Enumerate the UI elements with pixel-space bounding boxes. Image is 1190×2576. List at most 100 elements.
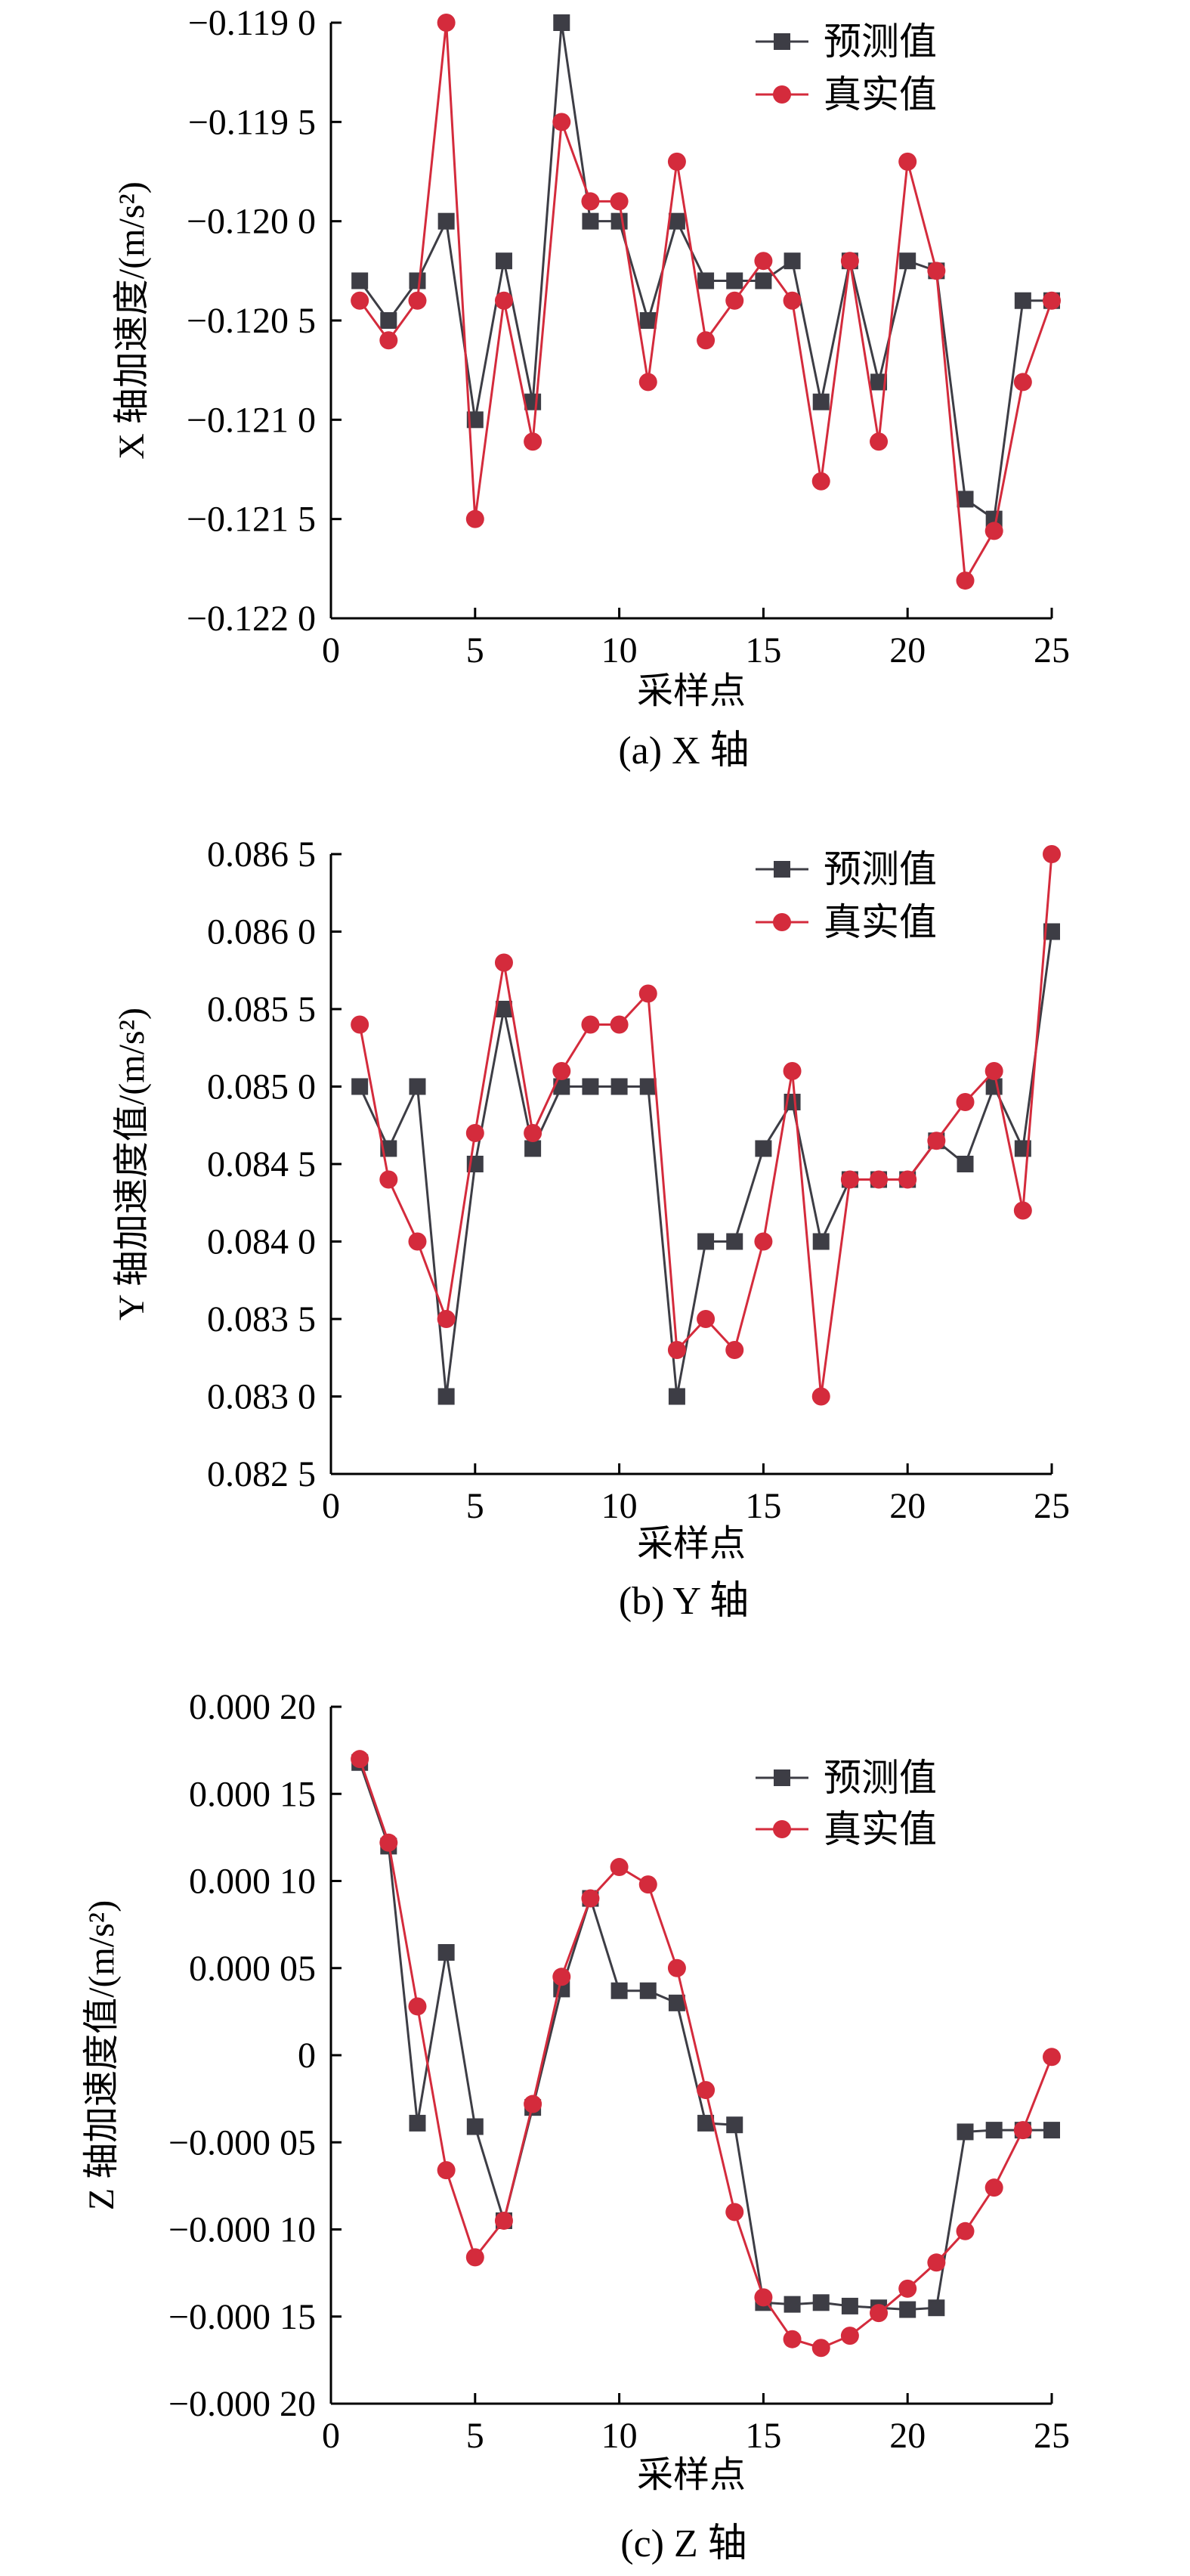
x-tick-label: 0 (322, 1486, 340, 1526)
panel-caption: (c) Z 轴 (620, 2522, 746, 2565)
y-tick-label: 0.083 0 (207, 1377, 316, 1417)
y-tick-label: −0.119 5 (188, 102, 316, 142)
actual-point (984, 522, 1003, 540)
actual-point (1043, 2048, 1061, 2067)
predicted-point (957, 2123, 974, 2141)
actual-point (1043, 845, 1061, 863)
panel-caption: (b) Y 轴 (619, 1580, 749, 1623)
actual-point (465, 509, 484, 528)
x-tick-label: 20 (889, 1486, 926, 1526)
actual-point (870, 432, 889, 451)
actual-point (697, 2081, 716, 2100)
series-line-predicted (358, 22, 1052, 522)
predicted-point (899, 252, 916, 270)
actual-point (667, 1341, 686, 1359)
x-tick-label: 25 (1034, 2416, 1070, 2456)
actual-point (524, 2095, 542, 2113)
actual-point (408, 1997, 427, 2016)
y-tick-label: −0.000 15 (168, 2297, 316, 2337)
y-axis-title: Y 轴加速度值/(m/s²) (112, 1008, 152, 1321)
y-tick-label: −0.000 10 (168, 2210, 316, 2250)
actual-point (811, 472, 830, 491)
actual-point (494, 291, 513, 310)
predicted-point (639, 312, 657, 329)
actual-point (840, 252, 859, 271)
x-tick-label: 25 (1034, 1486, 1070, 1526)
predicted-point (610, 212, 628, 230)
x-axis-title: 采样点 (637, 671, 746, 711)
actual-point (351, 1750, 369, 1769)
chart-panel-1: 0.082 5 0.083 0 0.083 5 0.084 0 0.084 5 0.085… (112, 834, 1070, 1623)
legend-label: 预测值 (824, 1757, 937, 1799)
legend-marker-circle (773, 1820, 791, 1838)
predicted-point (841, 2297, 858, 2314)
predicted-point (409, 1078, 426, 1095)
predicted-point (697, 2114, 715, 2132)
x-tick-label: 5 (466, 630, 484, 670)
legend-marker-circle (773, 913, 791, 931)
legend-label: 真实值 (824, 901, 937, 943)
predicted-point (726, 272, 743, 289)
y-tick-label: −0.000 05 (168, 2122, 316, 2163)
predicted-point (582, 212, 599, 230)
y-tick-label: 0.000 15 (189, 1774, 316, 1814)
actual-point (725, 291, 744, 310)
predicted-point (957, 1156, 974, 1172)
legend-label: 预测值 (824, 20, 937, 63)
x-tick-label: 25 (1034, 630, 1070, 670)
actual-point (379, 331, 398, 350)
y-tick-label: 0.084 0 (207, 1222, 316, 1262)
actual-point (524, 432, 542, 451)
actual-point (754, 2288, 773, 2307)
predicted-point (639, 1078, 657, 1095)
x-tick-label: 20 (889, 2416, 926, 2456)
predicted-point (610, 1982, 628, 1999)
actual-point (725, 1341, 744, 1359)
actual-point (437, 2161, 456, 2180)
predicted-point (409, 272, 426, 289)
predicted-point (726, 1233, 743, 1250)
predicted-point (755, 1140, 772, 1157)
actual-point (408, 1232, 427, 1251)
legend-label: 真实值 (824, 1808, 937, 1850)
actual-point (870, 2304, 889, 2323)
actual-point (956, 1093, 975, 1111)
predicted-point (668, 1994, 685, 2011)
actual-point (638, 984, 657, 1003)
legend-marker-square (774, 33, 790, 50)
actual-point (465, 1124, 484, 1142)
predicted-point (553, 1078, 570, 1095)
actual-point (581, 1015, 600, 1034)
predicted-point (668, 212, 685, 230)
predicted-point (610, 1078, 628, 1095)
actual-point (870, 1170, 889, 1189)
legend-label: 真实值 (824, 73, 937, 116)
actual-point (437, 1310, 456, 1328)
actual-point (927, 1132, 946, 1150)
predicted-point (899, 2301, 916, 2318)
y-tick-label: −0.119 0 (188, 3, 316, 43)
predicted-point (1043, 923, 1060, 940)
actual-point (984, 1062, 1003, 1080)
predicted-point (928, 2299, 945, 2317)
predicted-point (639, 1982, 657, 1999)
predicted-point (870, 373, 888, 391)
legend-marker-circle (773, 85, 791, 104)
x-tick-label: 5 (466, 2416, 484, 2456)
predicted-point (466, 2118, 484, 2135)
actual-point (697, 331, 716, 350)
predicted-point (380, 312, 397, 329)
actual-point (754, 252, 773, 271)
y-tick-label: 0 (298, 2036, 316, 2076)
y-tick-label: 0.082 5 (207, 1454, 316, 1494)
x-tick-label: 15 (745, 630, 781, 670)
predicted-point (668, 1388, 685, 1405)
actual-point (465, 2248, 484, 2267)
actual-point (581, 1889, 600, 1908)
predicted-point (495, 1001, 512, 1017)
predicted-point (495, 252, 512, 270)
y-tick-label: 0.000 20 (189, 1687, 316, 1727)
predicted-point (582, 1078, 599, 1095)
predicted-point (985, 1078, 1003, 1095)
